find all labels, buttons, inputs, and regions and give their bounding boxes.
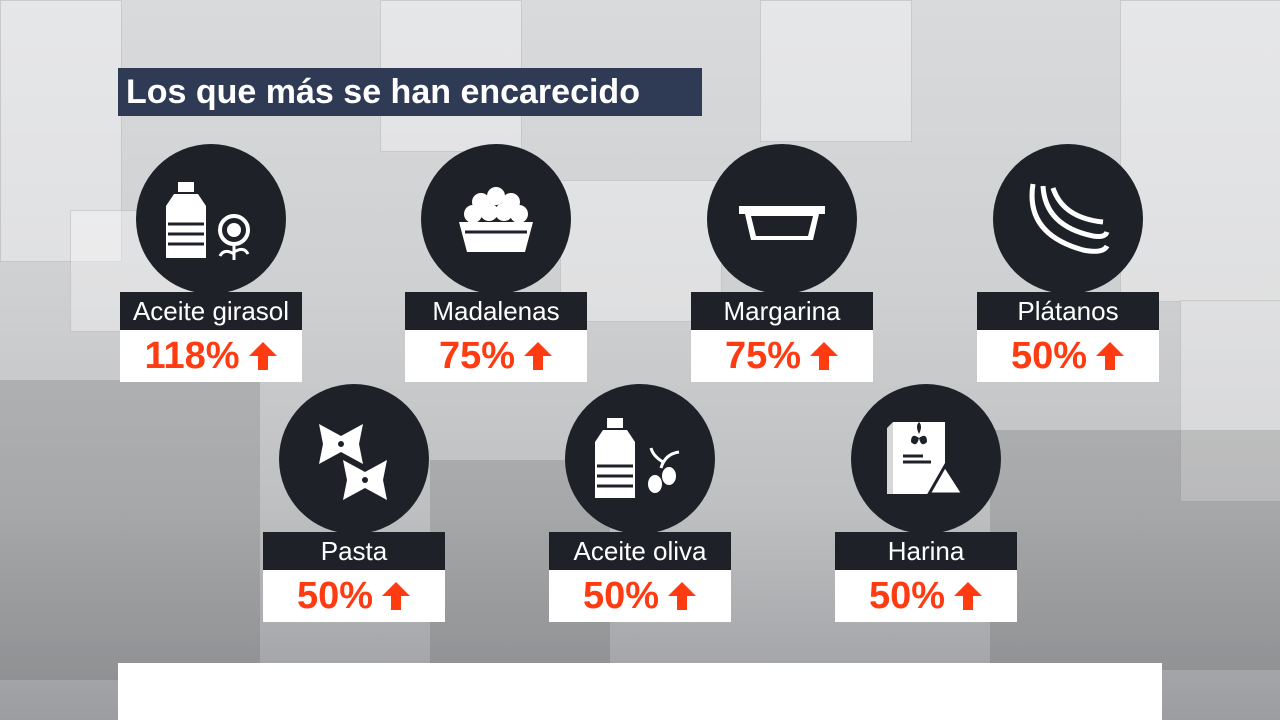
item-value: 75% bbox=[405, 330, 587, 382]
item-value: 50% bbox=[549, 570, 731, 622]
arrow-up-icon bbox=[1096, 342, 1125, 370]
arrow-up-icon bbox=[382, 582, 411, 610]
item-value: 50% bbox=[263, 570, 445, 622]
arrow-up-icon bbox=[248, 342, 277, 370]
percent-value: 75% bbox=[724, 334, 802, 377]
percent-value: 75% bbox=[438, 334, 516, 377]
item-label: Aceite oliva bbox=[549, 532, 731, 570]
flour-bag-icon bbox=[851, 384, 1001, 534]
item-value: 50% bbox=[977, 330, 1159, 382]
bananas-icon bbox=[993, 144, 1143, 294]
item-label: Madalenas bbox=[405, 292, 587, 330]
pasta-bowtie-icon bbox=[279, 384, 429, 534]
item-value: 50% bbox=[835, 570, 1017, 622]
percent-value: 118% bbox=[144, 334, 240, 377]
item-label: Plátanos bbox=[977, 292, 1159, 330]
item-label: Harina bbox=[835, 532, 1017, 570]
percent-value: 50% bbox=[296, 574, 374, 617]
olive-oil-bottle-icon bbox=[565, 384, 715, 534]
margarine-tub-icon bbox=[707, 144, 857, 294]
item-value: 75% bbox=[691, 330, 873, 382]
arrow-up-icon bbox=[954, 582, 983, 610]
percent-value: 50% bbox=[868, 574, 946, 617]
item-value: 118% bbox=[120, 330, 302, 382]
sunflower-oil-bottle-icon bbox=[136, 144, 286, 294]
item-label: Pasta bbox=[263, 532, 445, 570]
lower-third-panel bbox=[118, 663, 1162, 720]
item-label: Aceite girasol bbox=[120, 292, 302, 330]
arrow-up-icon bbox=[810, 342, 839, 370]
muffins-basket-icon bbox=[421, 144, 571, 294]
percent-value: 50% bbox=[1010, 334, 1088, 377]
arrow-up-icon bbox=[668, 582, 697, 610]
arrow-up-icon bbox=[524, 342, 553, 370]
page-title: Los que más se han encarecido bbox=[118, 68, 702, 116]
percent-value: 50% bbox=[582, 574, 660, 617]
item-label: Margarina bbox=[691, 292, 873, 330]
